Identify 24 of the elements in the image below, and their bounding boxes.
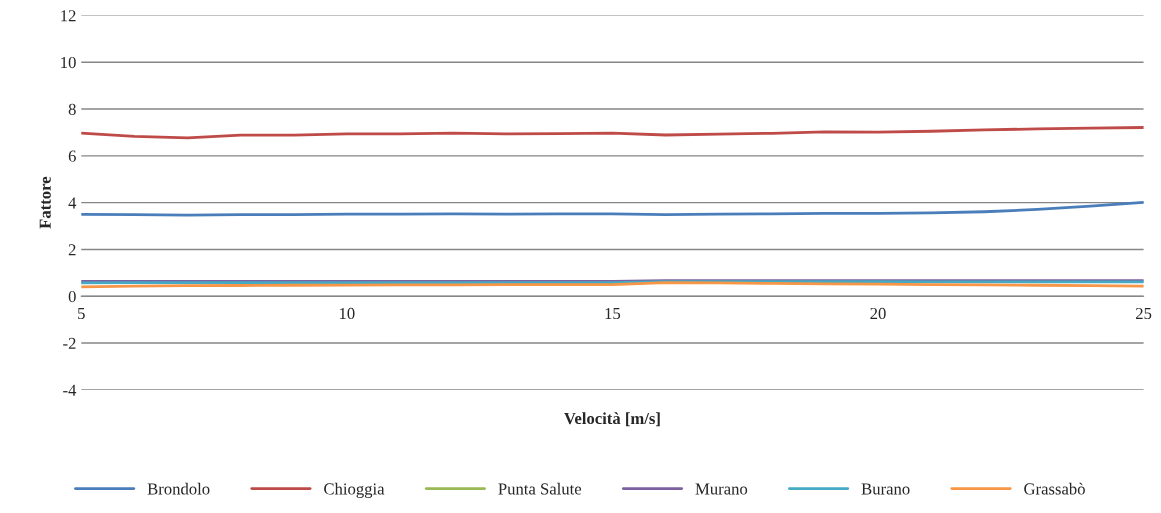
y-tick-label: 8 — [68, 103, 76, 115]
legend-label: Punta Salute — [498, 482, 582, 495]
y-tick-label: 2 — [68, 244, 76, 256]
y-tick-label: 10 — [61, 56, 76, 69]
legend-label: Chioggia — [324, 482, 385, 498]
legend-label: Murano — [695, 483, 748, 495]
x-tick-label: 15 — [605, 307, 621, 320]
x-tick-label: 5 — [78, 308, 85, 320]
line-series — [81, 126, 1144, 140]
y-tick-label: 4 — [68, 197, 77, 209]
y-tick-label: 12 — [61, 10, 76, 22]
y-tick-label: 0 — [68, 290, 76, 303]
line-series — [81, 201, 1144, 217]
x-tick-label: 20 — [870, 307, 886, 320]
legend-label: Burano — [861, 483, 910, 495]
y-axis-title: Fattore — [39, 176, 51, 229]
legend-label: Brondolo — [147, 482, 210, 495]
y-tick-label: 6 — [68, 150, 76, 162]
y-tick-label: -4 — [63, 384, 77, 396]
x-tick-label: 10 — [339, 307, 355, 320]
x-axis-title: Velocità [m/s] — [564, 412, 660, 427]
x-tick-label: 25 — [1135, 307, 1152, 320]
legend-label: Grassabò — [1024, 482, 1085, 495]
y-tick-label: -2 — [63, 337, 76, 349]
